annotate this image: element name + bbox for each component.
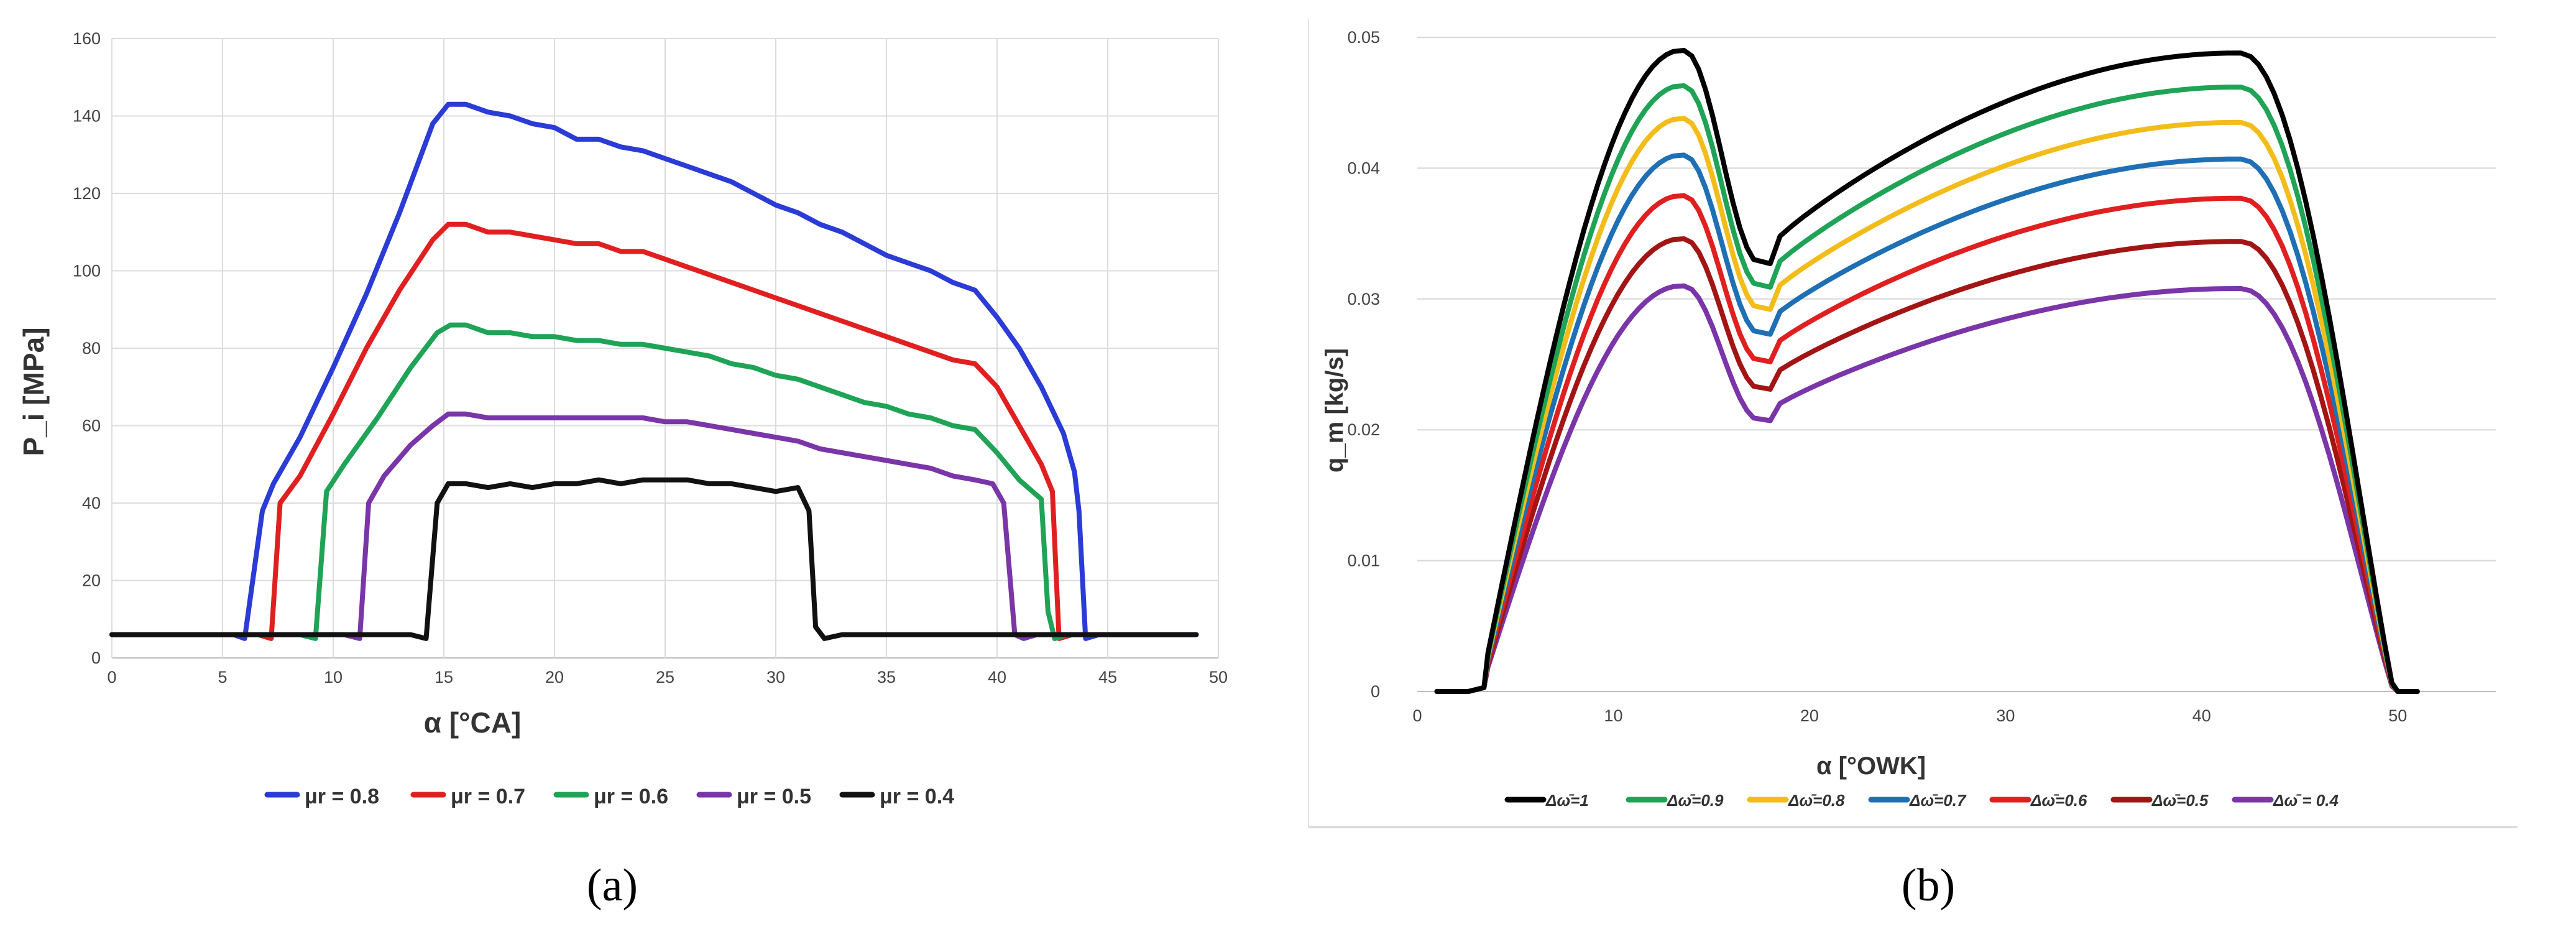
chart-b-line-series-1 [1434,83,2420,694]
panel-b-caption: (b) [1902,860,1955,911]
chart-a-x-tick-label: 50 [1209,668,1228,687]
chart-b-legend-label: Δω̄=0.8 [1788,791,1845,810]
chart-a-y-tick-label: 120 [73,184,101,203]
chart-b-line-series-3 [1434,152,2420,694]
chart-b-line-series-6 [1434,283,2420,694]
chart-a-series [109,101,1199,641]
chart-a-y-tick-label: 160 [73,29,101,48]
chart-a-y-tick-label: 40 [82,494,101,512]
chart-b-legend-label: Δω̄=0.9 [1667,791,1724,810]
chart-b-y-tick-label: 0.01 [1347,552,1380,570]
chart-a: 0 5 10 15 20 25 30 35 40 45 50 0 20 40 60 80 100 120 140 1… [17,29,1228,808]
chart-a-x-tick-label: 45 [1098,668,1117,687]
chart-b-legend-label: Δω̄=1 [1545,791,1589,810]
chart-b-y-tick-label: 0.05 [1347,28,1380,47]
chart-a-x-ticks: 0 5 10 15 20 25 30 35 40 45 50 [107,668,1228,687]
chart-b-x-tick-label: 40 [2192,706,2211,725]
chart-b-line-series-2 [1434,116,2420,694]
chart-b-x-axis-label: α [°OWK] [1816,752,1926,780]
chart-a-y-tick-label: 140 [73,107,101,126]
chart-a-line-series-0 [109,101,1199,641]
chart-b-series [1434,48,2420,694]
chart-a-y-tick-label: 100 [73,262,101,280]
chart-b: 0 10 20 30 40 50 0 0.01 0.02 0.03 0.04 0.05 α [°OW… [1321,28,2496,810]
chart-b-line-series-4 [1434,193,2420,694]
chart-a-line-series-4 [109,477,1199,641]
chart-a-y-tick-label: 60 [82,417,101,435]
chart-a-x-tick-label: 30 [766,668,785,687]
chart-a-x-tick-label: 40 [988,668,1006,687]
chart-a-line-series-1 [109,221,1199,641]
chart-b-y-tick-label: 0.04 [1347,159,1380,177]
chart-b-y-tick-label: 0 [1371,682,1380,701]
chart-b-y-tick-label: 0.02 [1347,420,1380,439]
chart-a-x-tick-label: 5 [218,668,227,687]
chart-a-legend-label: μr = 0.4 [880,785,954,808]
chart-b-y-axis-label: q_m [kg/s] [1321,348,1348,473]
chart-b-line-series-5 [1434,236,2420,694]
chart-b-y-tick-label: 0.03 [1347,290,1380,308]
chart-a-y-axis-label: P_i [MPa] [17,327,50,456]
chart-b-legend-label: Δω̄=0.7 [1909,791,1967,810]
chart-b-legend-label: Δω̄=0.6 [2030,791,2087,810]
chart-a-x-tick-label: 25 [656,668,674,687]
chart-a-y-tick-label: 20 [82,571,101,590]
chart-a-line-series-3 [109,411,1199,641]
chart-a-y-ticks: 0 20 40 60 80 100 120 140 160 [73,29,101,667]
chart-b-legend-label: Δω̄=0.5 [2151,791,2209,810]
chart-a-x-tick-label: 0 [107,668,116,687]
chart-b-x-tick-label: 30 [1996,706,2015,725]
chart-a-y-tick-label: 0 [91,649,101,667]
chart-b-x-tick-label: 20 [1800,706,1819,725]
chart-a-legend-label: μr = 0.6 [594,785,668,808]
chart-a-legend-label: μr = 0.7 [451,785,525,808]
chart-a-legend: μr = 0.8 μr = 0.7 μr = 0.6 μr = 0.5 μr = 0.4 [264,785,954,808]
panel-a-caption: (a) [587,860,638,911]
chart-a-x-axis-label: α [°CA] [424,706,522,739]
chart-a-x-tick-label: 10 [324,668,343,687]
chart-a-legend-label: μr = 0.5 [737,785,811,808]
chart-a-x-tick-label: 15 [435,668,453,687]
chart-b-line-series-0 [1434,48,2420,694]
chart-b-x-tick-label: 0 [1412,706,1422,725]
chart-a-legend-label: μr = 0.8 [305,785,379,808]
chart-a-x-tick-label: 35 [877,668,896,687]
chart-a-x-tick-label: 20 [545,668,564,687]
chart-b-legend-label: Δω̄ = 0.4 [2273,791,2339,810]
chart-b-legend: Δω̄=1 Δω̄=0.9 Δω̄=0.8 Δω̄=0.7 Δω̄=0.6 Δω̄=0.5… [1504,791,2339,810]
chart-b-x-tick-label: 10 [1604,706,1622,725]
chart-a-line-series-2 [109,322,1199,641]
chart-b-x-ticks: 0 10 20 30 40 50 [1412,706,2407,725]
chart-b-y-ticks: 0 0.01 0.02 0.03 0.04 0.05 [1347,28,1380,701]
chart-a-y-tick-label: 80 [82,339,101,358]
chart-b-x-tick-label: 50 [2388,706,2407,725]
